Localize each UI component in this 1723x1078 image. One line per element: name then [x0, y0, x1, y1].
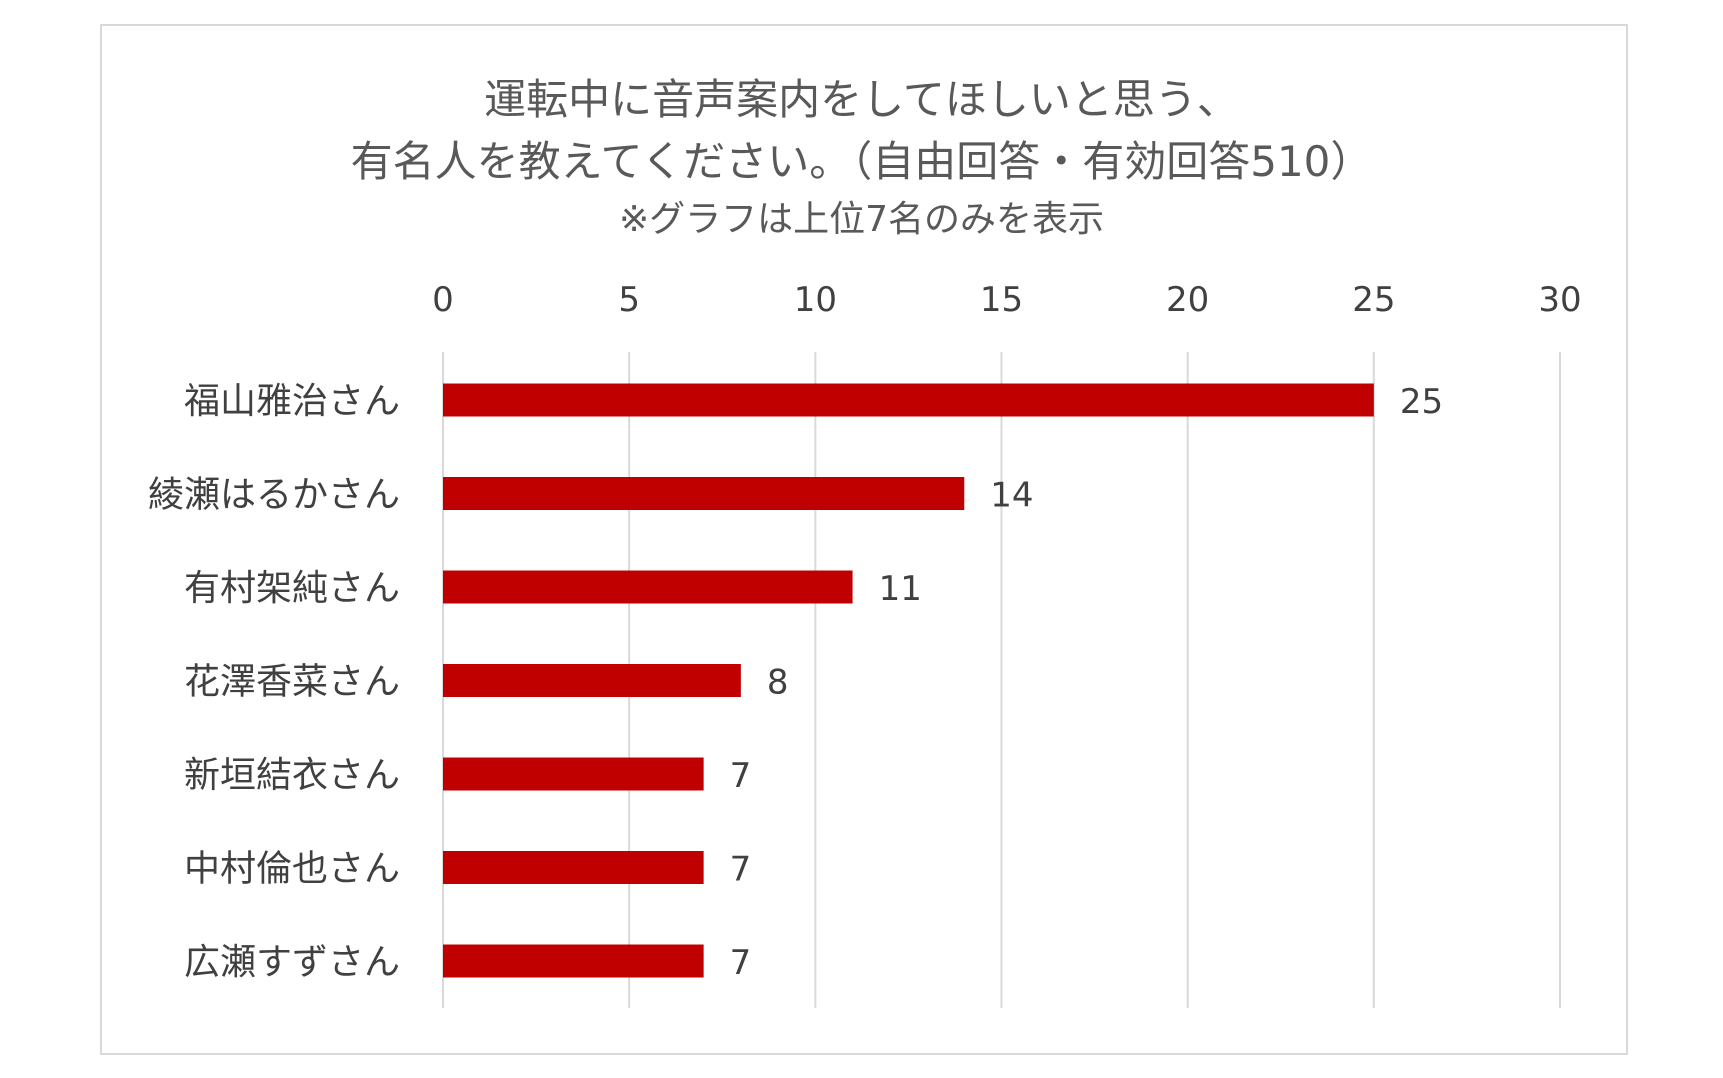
x-tick-label: 25	[1352, 280, 1395, 320]
x-tick-label: 5	[618, 280, 640, 320]
data-label: 7	[730, 756, 752, 796]
chart-title-note: ※グラフは上位7名のみを表示	[618, 199, 1105, 240]
data-label: 8	[767, 663, 789, 703]
bar	[443, 477, 965, 510]
chart-title-line-1: 運転中に音声案内をしてほしいと思う、	[484, 75, 1239, 124]
category-label: 花澤香菜さん	[184, 662, 400, 703]
data-label: 14	[990, 476, 1033, 516]
category-label: 綾瀬はるかさん	[148, 475, 400, 516]
category-label: 有村架純さん	[184, 568, 400, 609]
bar	[443, 664, 741, 697]
category-label: 新垣結衣さん	[184, 755, 400, 796]
data-label: 7	[730, 850, 752, 890]
bar	[443, 570, 853, 604]
bar	[443, 383, 1374, 417]
x-tick-label: 30	[1538, 280, 1581, 320]
data-label: 7	[730, 943, 752, 983]
category-label: 福山雅治さん	[184, 381, 400, 422]
data-label: 25	[1400, 382, 1443, 422]
x-tick-label: 15	[980, 280, 1023, 320]
bar	[443, 851, 704, 884]
bar	[443, 757, 704, 791]
x-tick-label: 20	[1166, 280, 1209, 320]
bar	[443, 944, 704, 978]
chart-title-line-2: 有名人を教えてください。（自由回答・有効回答510）	[350, 137, 1373, 186]
category-label: 中村倫也さん	[184, 849, 400, 890]
x-tick-label: 0	[432, 280, 454, 320]
category-label: 広瀬すずさん	[184, 942, 400, 983]
x-tick-label: 10	[794, 280, 837, 320]
data-label: 11	[879, 569, 922, 609]
